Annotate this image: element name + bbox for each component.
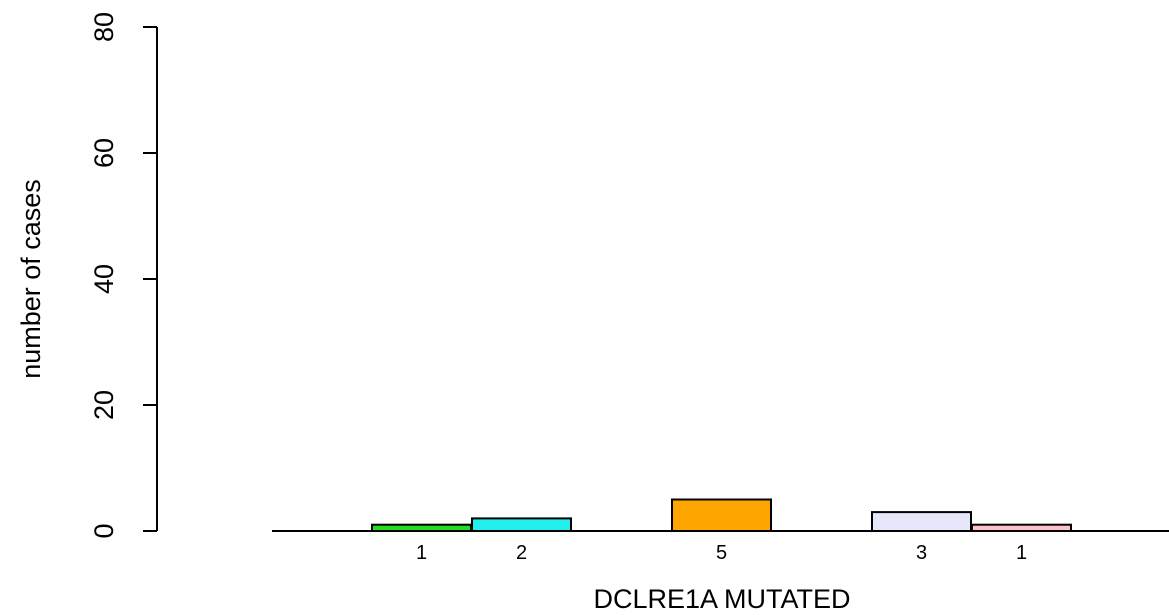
bar-label: 1 (416, 542, 427, 564)
bar (871, 511, 972, 532)
bar-labels: 1 2 5 3 1 (416, 542, 1027, 564)
bar (971, 523, 1072, 533)
bar-label: 5 (716, 542, 727, 564)
bar (671, 498, 772, 532)
y-tick-label: 80 (89, 12, 119, 42)
y-ticks: 0 20 40 60 80 (89, 12, 157, 539)
bars (371, 498, 1072, 533)
bar-label: 2 (516, 542, 527, 564)
x-axis-title: DCLRE1A MUTATED (593, 584, 850, 614)
y-tick-label: 60 (89, 138, 119, 168)
y-tick-label: 40 (89, 264, 119, 294)
bar (471, 517, 572, 533)
bar (371, 523, 472, 533)
bar-label: 3 (916, 542, 927, 564)
y-axis: 0 20 40 60 80 (89, 12, 158, 539)
y-tick-label: 20 (89, 390, 119, 420)
bar-label: 1 (1016, 542, 1027, 564)
y-axis-title: number of cases (16, 179, 46, 379)
y-tick-label: 0 (89, 523, 119, 538)
